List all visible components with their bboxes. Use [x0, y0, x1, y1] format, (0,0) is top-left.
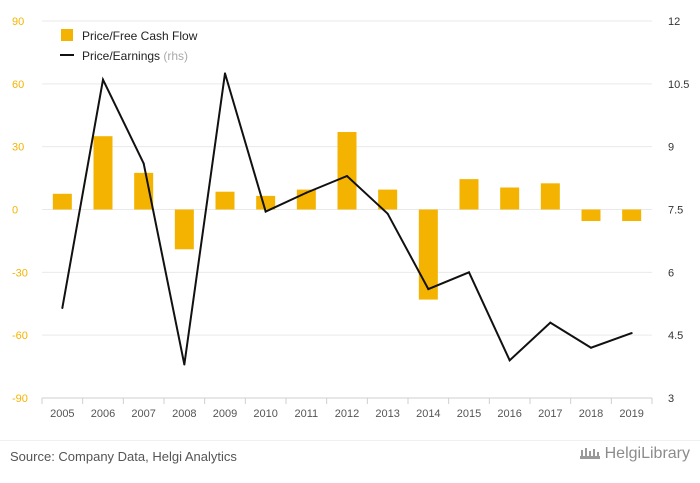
legend-rhs-note: (rhs) [163, 49, 188, 63]
brand-logo: HelgiLibrary [579, 445, 690, 463]
y-left-tick-label: -30 [12, 267, 28, 279]
legend-label-line: Price/Earnings (rhs) [82, 49, 188, 63]
bar [93, 136, 113, 210]
y-left-tick-label: 90 [12, 16, 24, 28]
y-right-tick-label: 4.5 [668, 330, 683, 342]
line-series [61, 72, 633, 366]
x-tick-label: 2011 [295, 408, 319, 420]
bar [378, 189, 398, 210]
line-point [142, 162, 145, 165]
bar [500, 187, 520, 210]
y-right-tick-label: 6 [668, 267, 674, 279]
x-tick-label: 2017 [538, 408, 562, 420]
line-point [264, 210, 267, 213]
line-point [224, 72, 226, 75]
y-left-tick-label: -60 [12, 330, 28, 342]
y-left-tick-label: 30 [12, 142, 24, 154]
x-tick-label: 2008 [172, 408, 196, 420]
x-tick-label: 2010 [253, 408, 277, 420]
x-tick-label: 2018 [579, 408, 603, 420]
y-right-tick-label: 10.5 [668, 79, 689, 91]
line-point [508, 359, 511, 362]
x-tick-label: 2006 [91, 408, 115, 420]
bar [174, 209, 194, 250]
library-icon [579, 448, 600, 459]
line-point [468, 271, 470, 274]
line-point [183, 363, 186, 366]
x-tick-label: 2007 [131, 408, 155, 420]
y-right-tick-label: 7.5 [668, 205, 683, 217]
bar [622, 209, 642, 222]
y-left-tick-label: -90 [12, 393, 28, 405]
brand-name: HelgiLibrary [604, 445, 690, 462]
line-point [386, 212, 389, 215]
legend-label-bar: Price/Free Cash Flow [82, 29, 198, 43]
bar [337, 132, 357, 210]
bar [215, 191, 235, 210]
line-point [549, 321, 552, 324]
x-tick-label: 2009 [213, 408, 237, 420]
x-tick-label: 2013 [375, 408, 399, 420]
x-tick-label: 2014 [416, 408, 440, 420]
line-point [590, 346, 592, 349]
x-tick-label: 2005 [50, 408, 74, 420]
line-point [427, 288, 430, 291]
bar [256, 195, 276, 210]
bar [52, 193, 72, 210]
line-point [630, 332, 633, 335]
axes: 2005 2006 2007 2008 2009 2010 2011 2012 2013 2014… [12, 16, 689, 420]
source-note: Source: Company Data, Helgi Analytics [10, 449, 237, 464]
x-tick-label: 2012 [335, 408, 359, 420]
y-left-tick-label: 0 [12, 205, 18, 217]
bar [459, 179, 479, 210]
y-left-tick-label: 60 [12, 79, 24, 91]
line-path [61, 73, 633, 365]
line-point [346, 174, 348, 177]
y-right-tick-label: 3 [668, 393, 674, 405]
line-point [305, 191, 308, 194]
line-point [102, 78, 104, 81]
x-tick-label: 2015 [457, 408, 481, 420]
x-tick-label: 2016 [497, 408, 521, 420]
legend: Price/Free Cash Flow Price/Earnings (rhs) [60, 29, 198, 63]
y-right-tick-label: 12 [668, 16, 680, 28]
bar [418, 209, 438, 300]
legend-swatch-bar [61, 29, 73, 41]
line-point [61, 306, 64, 309]
x-tick-label: 2019 [619, 408, 643, 420]
bar [134, 172, 154, 210]
footer-divider [0, 440, 700, 441]
y-right-tick-label: 9 [668, 142, 674, 154]
bar [581, 209, 601, 222]
bar [540, 183, 560, 210]
